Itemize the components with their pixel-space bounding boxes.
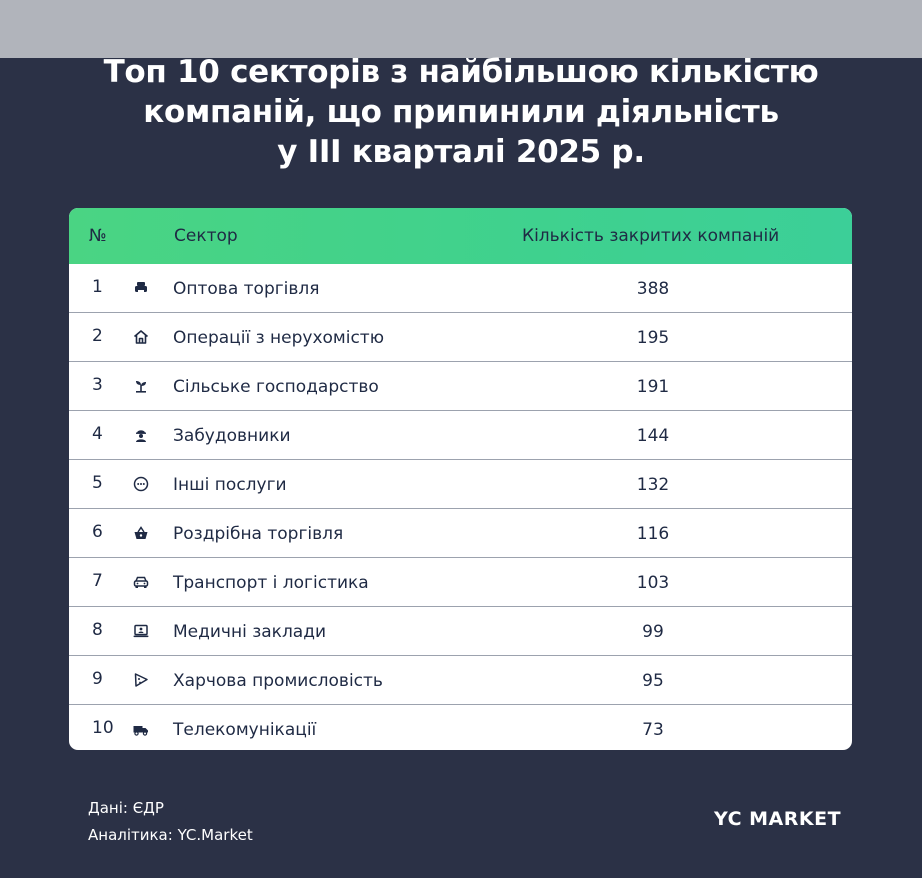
title-line-1: Топ 10 секторів з найбільшою кількістю bbox=[103, 54, 819, 90]
row-sector: Сільське господарство bbox=[173, 377, 379, 397]
page-title: Топ 10 секторів з найбільшою кількістю к… bbox=[60, 52, 862, 172]
printer-icon bbox=[132, 279, 150, 297]
table-header: № Сектор Кількість закритих компаній bbox=[69, 208, 852, 264]
row-sector: Транспорт і логістика bbox=[173, 573, 369, 593]
row-number: 9 bbox=[92, 669, 103, 689]
row-number: 5 bbox=[92, 473, 103, 493]
header-sector: Сектор bbox=[174, 226, 238, 246]
row-count: 95 bbox=[642, 671, 664, 691]
row-sector: Операції з нерухомістю bbox=[173, 328, 385, 348]
sprout-icon bbox=[132, 377, 150, 395]
row-number: 6 bbox=[92, 522, 103, 542]
row-count: 103 bbox=[636, 573, 670, 593]
footer: Дані: ЄДР Аналітика: YC.Market bbox=[88, 795, 253, 849]
row-count: 132 bbox=[636, 475, 670, 495]
title-line-2: компаній, що припинили діяльність bbox=[143, 94, 779, 130]
table-row: 7 Транспорт і логістика 103 bbox=[69, 558, 852, 607]
table-row: 3 Сільське господарство 191 bbox=[69, 362, 852, 411]
row-number: 2 bbox=[92, 326, 103, 346]
row-number: 3 bbox=[92, 375, 103, 395]
car-icon bbox=[132, 573, 150, 591]
table-row: 1 Оптова торгівля 388 bbox=[69, 264, 852, 313]
row-sector: Харчова промисловість bbox=[173, 671, 383, 691]
basket-icon bbox=[132, 524, 150, 542]
row-number: 10 bbox=[92, 718, 114, 738]
row-count: 99 bbox=[642, 622, 664, 642]
pizza-slice-icon bbox=[132, 671, 150, 689]
row-sector: Оптова торгівля bbox=[173, 279, 320, 299]
row-sector: Роздрібна торгівля bbox=[173, 524, 344, 544]
table-row: 5 Інші послуги 132 bbox=[69, 460, 852, 509]
row-number: 1 bbox=[92, 277, 103, 297]
truck-icon bbox=[132, 720, 150, 738]
row-count: 144 bbox=[636, 426, 670, 446]
table-row: 8 Медичні заклади 99 bbox=[69, 607, 852, 656]
sectors-table: № Сектор Кількість закритих компаній 1 Оп… bbox=[69, 208, 852, 750]
row-number: 4 bbox=[92, 424, 103, 444]
yc-market-logo: YC MARKET bbox=[714, 808, 842, 830]
analytics-label: Аналітика: YC.Market bbox=[88, 826, 253, 844]
house-icon bbox=[132, 328, 150, 346]
row-number: 7 bbox=[92, 571, 103, 591]
title-line-3: у III кварталі 2025 р. bbox=[277, 134, 645, 170]
builder-icon bbox=[132, 426, 150, 444]
source-label: Дані: ЄДР bbox=[88, 799, 164, 817]
row-sector: Інші послуги bbox=[173, 475, 287, 495]
row-count: 191 bbox=[636, 377, 670, 397]
header-count: Кількість закритих компаній bbox=[522, 226, 780, 246]
row-count: 388 bbox=[636, 279, 670, 299]
table-row: 2 Операції з нерухомістю 195 bbox=[69, 313, 852, 362]
row-sector: Медичні заклади bbox=[173, 622, 327, 642]
table-row: 9 Харчова промисловість 95 bbox=[69, 656, 852, 705]
table-row: 10 Телекомунікації 73 bbox=[69, 705, 852, 750]
row-sector: Телекомунікації bbox=[173, 720, 317, 740]
dots-circle-icon bbox=[132, 475, 150, 493]
row-count: 195 bbox=[636, 328, 670, 348]
table-row: 4 Забудовники 144 bbox=[69, 411, 852, 460]
table-row: 6 Роздрібна торгівля 116 bbox=[69, 509, 852, 558]
row-count: 73 bbox=[642, 720, 664, 740]
header-num: № bbox=[89, 226, 107, 246]
monitor-icon bbox=[132, 622, 150, 640]
row-number: 8 bbox=[92, 620, 103, 640]
row-sector: Забудовники bbox=[173, 426, 291, 446]
top-band bbox=[0, 0, 922, 58]
row-count: 116 bbox=[636, 524, 670, 544]
